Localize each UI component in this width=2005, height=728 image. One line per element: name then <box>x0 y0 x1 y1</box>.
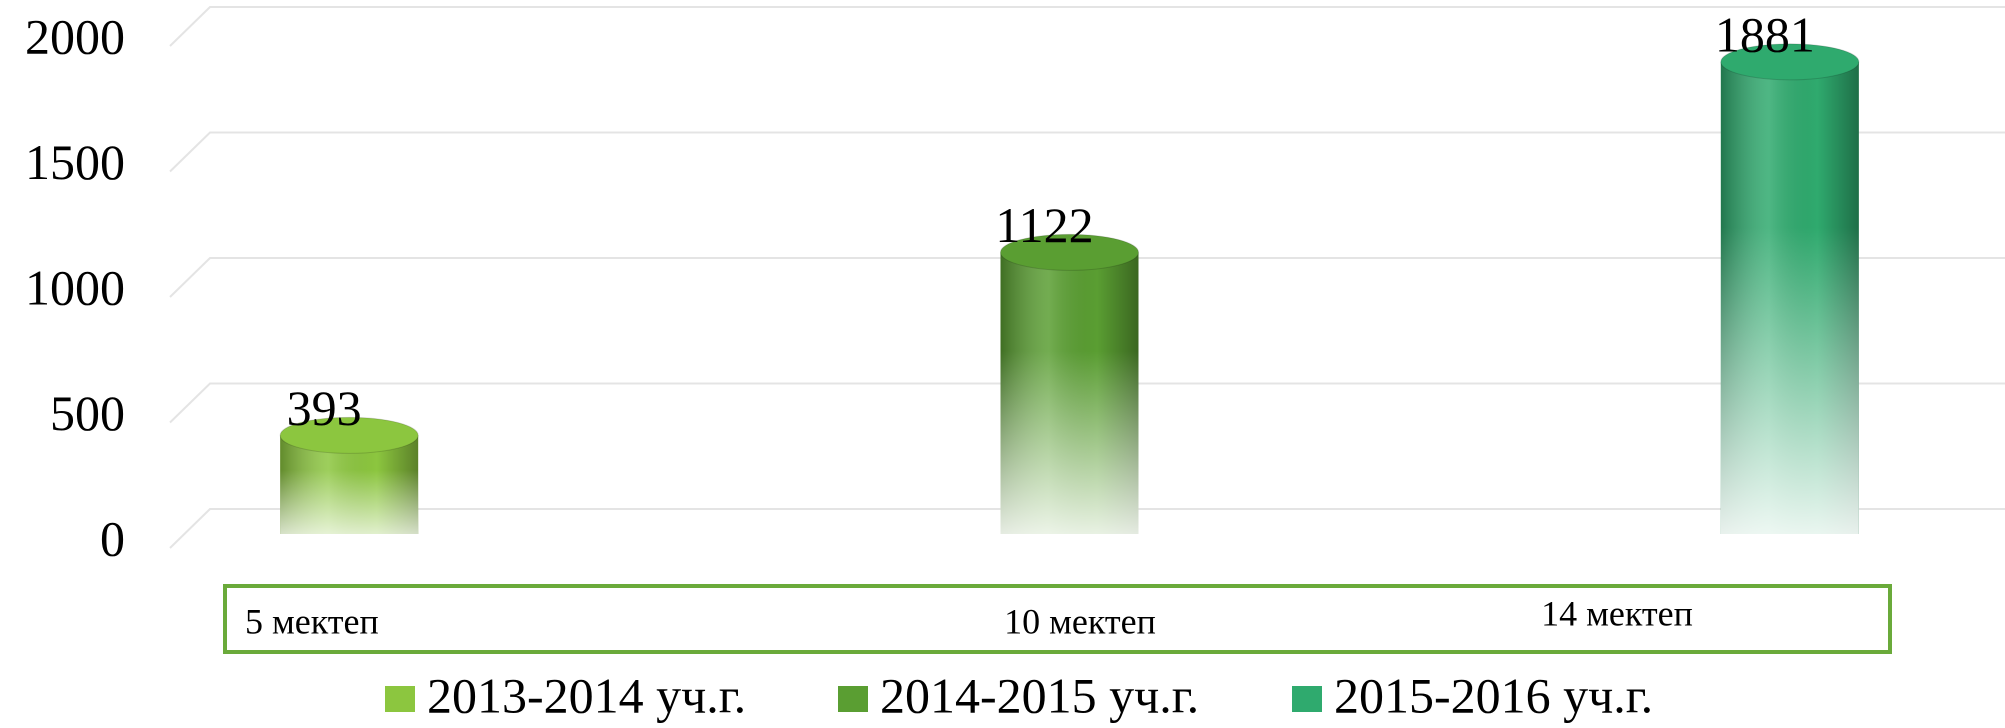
legend-swatch <box>838 686 868 712</box>
category-box <box>223 584 1892 654</box>
grid-line <box>169 382 2005 424</box>
x-tick-label: 14 мектеп <box>1541 593 1693 633</box>
bar-top <box>1000 233 1139 271</box>
bar-fade <box>1720 227 1859 552</box>
value-label: 393 <box>287 380 362 436</box>
legend-label: 2013-2014 уч.г. <box>427 667 746 723</box>
grid-line <box>169 6 2005 47</box>
grid-line <box>169 131 2005 173</box>
value-label: 1122 <box>995 197 1093 253</box>
x-tick-label: 10 мектеп <box>1004 601 1156 641</box>
grid-line <box>169 257 2005 298</box>
legend-swatch <box>385 686 415 712</box>
legend-label: 2015-2016 уч.г. <box>1334 667 1653 723</box>
y-tick-label: 2000 <box>25 8 125 64</box>
y-tick-label: 1500 <box>25 134 125 190</box>
legend-swatch <box>1292 686 1322 712</box>
bar-top <box>279 416 419 454</box>
bar-fade <box>280 469 419 552</box>
bar-fade <box>1000 350 1139 552</box>
y-tick-label: 500 <box>50 385 125 441</box>
bar-top <box>1720 43 1860 81</box>
legend-label: 2014-2015 уч.г. <box>880 667 1199 723</box>
x-tick-label: 5 мектеп <box>245 601 379 641</box>
value-label: 1881 <box>1715 6 1815 62</box>
y-tick-label: 1000 <box>25 259 125 315</box>
y-tick-label: 0 <box>100 510 125 566</box>
grid-line <box>169 508 2005 549</box>
